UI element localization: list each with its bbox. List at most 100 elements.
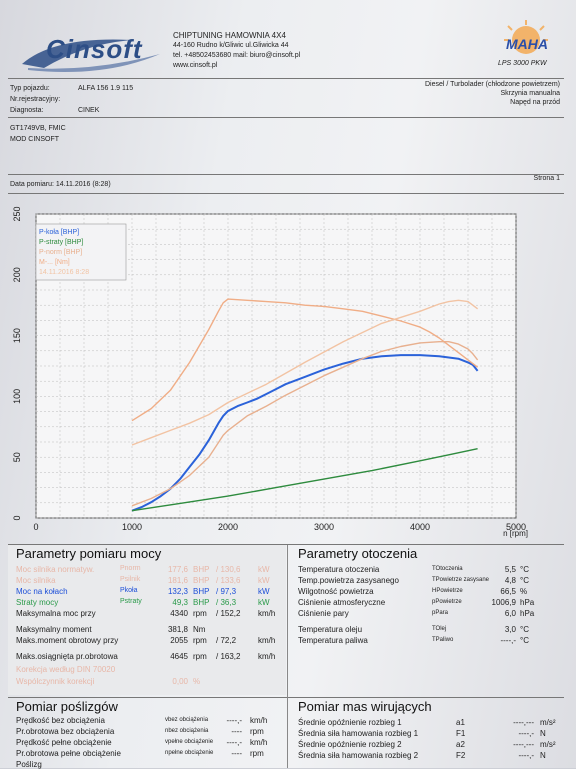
- date-divider: [8, 174, 564, 175]
- env-param-unit: °C: [520, 565, 529, 574]
- env-param-value: ----,-: [500, 636, 516, 645]
- maha-model: LPS 3000 PKW: [498, 60, 547, 67]
- x-tick-label: 0: [33, 522, 38, 532]
- series-line-3: [131, 340, 479, 507]
- power-param-label: Straty mocy: [16, 598, 59, 607]
- power-param-value-2: / 36,3: [216, 598, 237, 607]
- legend-entry: P-koła [BHP]: [39, 229, 79, 236]
- power-param-unit-2: km/h: [258, 636, 276, 645]
- y-tick-label: 0: [12, 515, 22, 520]
- env-params-title: Parametry otoczenia: [298, 546, 418, 561]
- logo-swoosh-icon: [22, 39, 160, 72]
- header-divider: [8, 78, 564, 79]
- measurement-date: Data pomiaru: 14.11.2016 (8:28): [10, 181, 111, 188]
- mass-unit: N: [540, 729, 546, 738]
- power-param-unit-2: kW: [258, 576, 270, 585]
- slip-label: Prędkość bez obciążenia: [16, 716, 105, 725]
- y-tick-label: 200: [12, 267, 22, 282]
- slip-value: ----,-: [226, 738, 242, 747]
- mass-symbol: F1: [456, 729, 466, 738]
- env-param-symbol: TOlej: [432, 626, 447, 632]
- mass-label: Średnia siła hamowania rozbieg 2: [298, 751, 419, 760]
- power-param-unit: BHP: [193, 576, 210, 585]
- vehicle-notes-2: MOD CINSOFT: [10, 136, 59, 143]
- env-param-unit: %: [520, 587, 528, 596]
- slip-unit: km/h: [250, 716, 268, 725]
- power-param-symbol: Pnorm: [120, 565, 141, 572]
- power-param-unit: BHP: [193, 598, 210, 607]
- logo-text: Cinsoft: [46, 34, 143, 64]
- power-param-value-2: / 152,2: [216, 609, 241, 618]
- power-param-value: 181,6: [167, 576, 188, 585]
- power-curve-chart: 0 1000 2000 3000 4000 5000 0 50 100 150 200 250 n [r…: [12, 206, 528, 538]
- power-param-label: Moc silnika normatyw.: [16, 565, 95, 574]
- power-param-label: Maksymalna moc przy: [16, 609, 96, 618]
- slip-unit: rpm: [250, 727, 264, 736]
- power-param-unit: Nm: [193, 625, 206, 634]
- series-line-5: [131, 299, 479, 446]
- power-param-label: Wspólczynnik korekcji: [16, 677, 95, 686]
- env-param-symbol: TOtoczenia: [432, 566, 463, 572]
- slip-symbol: vbez obciążenia: [165, 717, 209, 723]
- env-param-symbol: TPaliwo: [432, 637, 454, 643]
- slip-symbol: nbez obciążenia: [165, 728, 209, 734]
- env-param-value: 1006,9: [491, 598, 516, 607]
- power-param-unit: rpm: [193, 609, 207, 618]
- series-line-1: [131, 354, 479, 512]
- params-divider: [8, 544, 564, 545]
- power-param-label: Maks.osiągnięta pr.obrotowa: [16, 652, 118, 661]
- env-param-label: Wilgotność powietrza: [298, 587, 374, 596]
- power-param-unit: %: [193, 677, 201, 686]
- slip-symbol: npełne obciążenie: [165, 750, 214, 756]
- env-param-label: Ciśnienie pary: [298, 609, 349, 618]
- mass-label: Średnie opóźnienie rozbieg 2: [298, 740, 402, 749]
- env-param-symbol: HPowietrze: [432, 588, 463, 594]
- env-param-value: 4,8: [504, 576, 516, 585]
- registration-label: Nr.rejestracyjny:: [10, 96, 61, 103]
- power-param-unit-2: km/h: [258, 609, 276, 618]
- power-param-symbol: Pkoła: [120, 587, 138, 594]
- legend-entry: 14.11.2016 8:28: [39, 269, 89, 276]
- slip-value: ----: [231, 727, 242, 736]
- slip-label: Pr.obrotowa pełne obciążenie: [16, 749, 121, 758]
- diagnostician-label: Diagnosta:: [10, 107, 44, 114]
- vertical-divider: [287, 545, 288, 768]
- power-param-value: 49,3: [172, 598, 188, 607]
- power-param-unit: rpm: [193, 636, 207, 645]
- slip-unit: rpm: [250, 749, 264, 758]
- env-param-unit: hPa: [520, 609, 535, 618]
- power-params-panel: [8, 545, 286, 695]
- slip-label: Poślizg: [16, 760, 42, 769]
- diagnostician-value: CINEK: [78, 107, 100, 114]
- power-param-symbol: Pstraty: [120, 598, 142, 605]
- mass-title: Pomiar mas wirujących: [298, 699, 432, 714]
- power-param-unit: BHP: [193, 565, 210, 574]
- x-axis-label: n [rpm]: [503, 529, 528, 538]
- env-param-label: Temp.powietrza zasysanego: [298, 576, 399, 585]
- legend-box: [35, 223, 127, 281]
- slip-title: Pomiar poślizgów: [16, 699, 118, 714]
- page-number: Strona 1: [533, 175, 560, 182]
- power-param-value: 177,6: [167, 565, 188, 574]
- mass-label: Średnia siła hamowania rozbieg 1: [298, 729, 419, 738]
- series-line-2: [131, 448, 478, 512]
- power-param-unit-2: kW: [258, 565, 270, 574]
- power-param-unit: rpm: [193, 652, 207, 661]
- y-tick-label: 50: [12, 452, 22, 462]
- power-param-value: 4645: [170, 652, 188, 661]
- vehicle-notes-1: GT1749VB, FMIC: [10, 125, 66, 132]
- env-param-symbol: TPowietrze zasysane: [432, 577, 490, 583]
- mass-symbol: F2: [456, 751, 466, 760]
- power-param-label: Moc silnika: [16, 576, 56, 585]
- power-param-unit-2: kW: [258, 587, 270, 596]
- maha-brand: MAHA: [506, 36, 548, 52]
- env-param-value: 6,0: [504, 609, 516, 618]
- mass-symbol: a1: [456, 718, 465, 727]
- power-param-value-2: / 163,2: [216, 652, 241, 661]
- power-param-value: 381,8: [167, 625, 188, 634]
- mass-value: ----,---: [513, 740, 534, 749]
- chart-top-divider: [8, 193, 564, 194]
- power-param-value-2: / 133,6: [216, 576, 241, 585]
- x-tick-label: 1000: [122, 522, 142, 532]
